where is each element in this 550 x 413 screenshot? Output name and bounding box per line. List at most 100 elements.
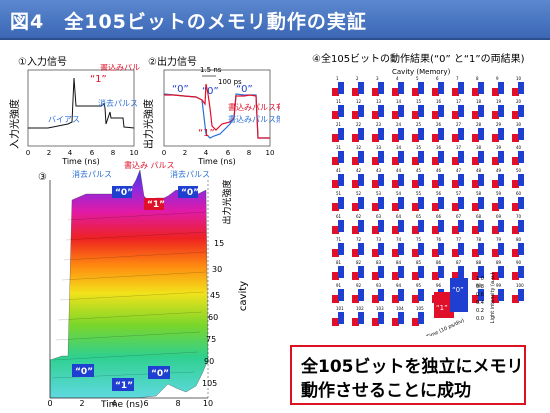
cell-one-bar [432,272,439,280]
cell-one-bar [472,226,479,234]
cell-number: 87 [456,260,462,265]
cell-one-bar [512,180,519,188]
cell-one-bar [492,272,499,280]
cell-number: 32 [356,145,362,150]
cell-zero-bar [478,174,484,186]
output-signal-plot: 出力光強度 1.5 ns 100 ps “0” “0” “0” “1” 書込みパ… [142,66,280,166]
cell-zero-bar [478,266,484,278]
cell-one-bar [392,318,399,326]
memory-cell: 51 [332,191,344,211]
memory-cell: 18 [472,99,484,119]
cell-one-bar [472,272,479,280]
memory-cell: 19 [492,99,504,119]
cell-number: 105 [416,306,424,311]
memory-cell: 75 [412,237,424,257]
cell-zero-bar [338,312,344,324]
cell-number: 33 [376,145,382,150]
message-line2: 動作させることに成功 [301,381,471,401]
panel2-label: ②出力信号 [148,57,197,68]
svg-text:2: 2 [183,149,187,157]
cell-number: 34 [396,145,402,150]
memory-cell: 41 [332,168,344,188]
cell-one-bar [472,88,479,96]
cell-zero-bar [358,289,364,301]
panel2-one: “1” [198,128,215,139]
panel1-label: ①入力信号 [18,57,67,68]
cell-one-bar [492,249,499,257]
cell-number: 18 [476,99,482,104]
memory-cell: 81 [332,260,344,280]
cell-number: 6 [436,76,439,81]
memory-cell: 83 [372,260,384,280]
panel2-100ps: 100 ps [218,78,242,86]
label-bg-zero-bot-a [72,364,94,377]
cell-zero-bar [378,151,384,163]
memory-cell: 71 [332,237,344,257]
cell-number: 103 [376,306,384,311]
memory-cell: 73 [372,237,384,257]
memory-cell: 25 [412,122,424,142]
memory-cell: 90 [512,260,524,280]
panel4-header: Cavity (Memory) [392,68,451,76]
cell-zero-bar [518,105,524,117]
cell-number: 80 [516,237,522,242]
cell-number: 20 [516,99,522,104]
cell-one-bar [452,134,459,142]
cell-one-bar [452,157,459,165]
cell-one-bar [372,88,379,96]
cell-one-bar [392,203,399,211]
cell-zero-bar [458,105,464,117]
cell-zero-bar [418,266,424,278]
memory-cell: 91 [332,283,344,303]
memory-cell: 72 [352,237,364,257]
cell-number: 100 [516,283,524,288]
cell-one-bar [392,295,399,303]
memory-cell: 10 [512,76,524,96]
memory-cell: 46 [432,168,444,188]
svg-text:0.8: 0.8 [476,284,484,290]
legend-time-label: Time (10 ps/div) [425,318,465,336]
cell-one-bar [412,295,419,303]
cell-one-bar [372,111,379,119]
cell-number: 9 [496,76,499,81]
cell-number: 73 [376,237,382,242]
memory-cell: 69 [492,214,504,234]
cell-zero-bar [498,220,504,232]
memory-cell: 104 [392,306,404,326]
svg-text:0.4: 0.4 [476,300,484,306]
cell-number: 21 [336,122,342,127]
cell-number: 47 [456,168,462,173]
cell-zero-bar [518,128,524,140]
cell-zero-bar [378,128,384,140]
cell-one-bar [412,272,419,280]
cell-one-bar [412,111,419,119]
cell-number: 16 [436,99,442,104]
cell-number: 3 [376,76,379,81]
cell-number: 50 [516,168,522,173]
memory-cell: 99 [492,283,504,303]
cell-one-bar [432,203,439,211]
cell-zero-bar [378,174,384,186]
cell-number: 49 [496,168,502,173]
cell-zero-bar [498,289,504,301]
cell-one-bar [432,180,439,188]
memory-cell: 57 [452,191,464,211]
cell-number: 2 [356,76,359,81]
memory-cell: 84 [392,260,404,280]
cell-number: 10 [516,76,522,81]
cell-number: 31 [336,145,342,150]
cell-zero-bar [498,243,504,255]
cell-zero-bar [458,197,464,209]
panel2-zero-b: “0” [202,86,219,97]
cell-number: 58 [476,191,482,196]
cell-zero-bar [418,197,424,209]
panel1-xlabel: Time (ns) [61,157,100,166]
success-message-box: 全105ビットを独立にメモリ 動作させることに成功 [290,345,526,405]
cell-one-bar [332,249,339,257]
svg-text:105: 105 [202,379,217,388]
cell-one-bar [432,226,439,234]
panel1-write-label: 書込みパルス [100,64,141,72]
cell-zero-bar [478,197,484,209]
waterfall-plot: 消去パルス 書込み パルス 消去パルス “0” “1” “0” “0” “1” … [47,160,249,408]
